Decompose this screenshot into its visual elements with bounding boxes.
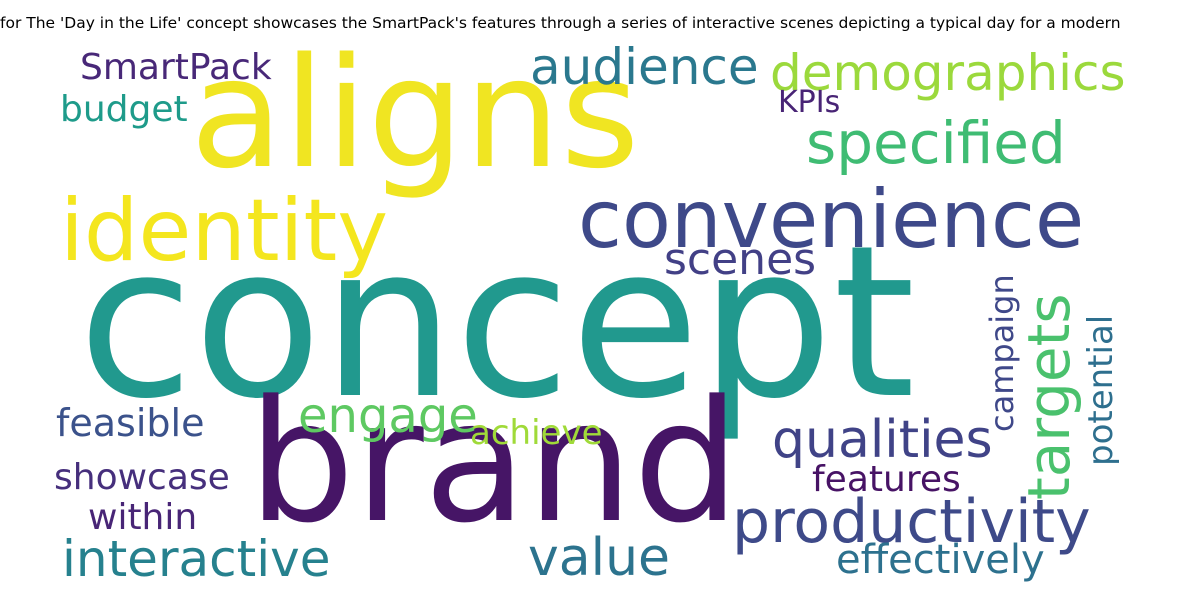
word-targets: targets [1015,293,1083,500]
word-smartpack: SmartPack [80,47,272,88]
word-cloud-title: for The 'Day in the Life' concept showca… [0,14,1121,32]
word-kpis: KPIs [778,85,841,120]
word-audience: audience [530,38,759,96]
word-within: within [88,497,198,538]
word-achieve: achieve [470,413,603,453]
word-showcase: showcase [54,457,230,498]
word-features: features [812,459,961,500]
word-brand: brand [248,364,740,560]
word-feasible: feasible [56,401,205,445]
word-demographics: demographics [770,44,1126,102]
word-budget: budget [60,89,188,130]
word-specified: specified [806,109,1066,177]
word-campaign: campaign [983,274,1021,432]
word-qualities: qualities [772,410,993,470]
word-interactive: interactive [62,530,331,588]
word-engage: engage [298,388,478,444]
word-identity: identity [60,181,389,281]
word-concept: concept [78,200,916,445]
word-value: value [528,528,671,588]
word-productivity: productivity [732,487,1091,557]
word-potential: potential [1081,314,1121,466]
word-convenience: convenience [578,173,1085,266]
word-effectively: effectively [836,537,1045,583]
word-scenes: scenes [664,234,817,285]
word-aligns: aligns [190,25,640,202]
